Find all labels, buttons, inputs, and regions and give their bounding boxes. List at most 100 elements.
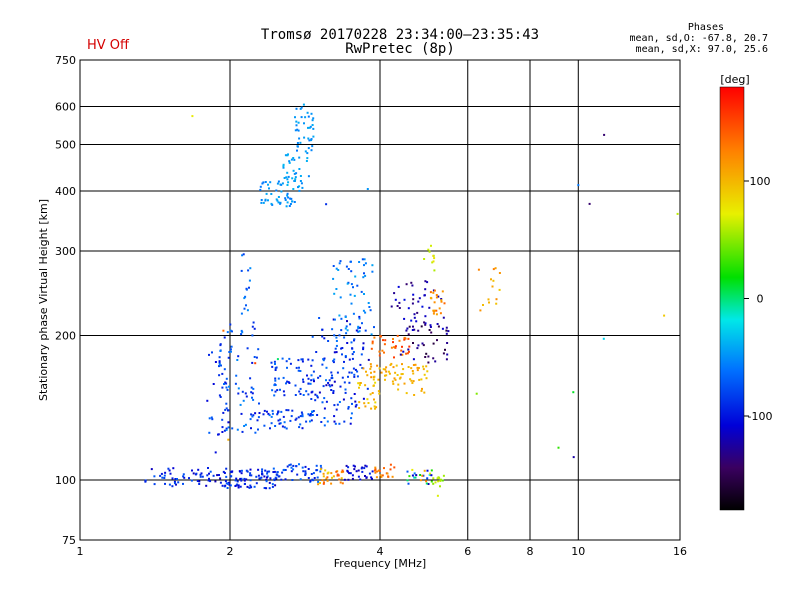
data-point <box>276 413 279 416</box>
data-point <box>270 415 273 418</box>
chart-subtitle: RwPretec (8p) <box>345 41 455 57</box>
data-point <box>425 377 428 380</box>
x-ticks: 1 2 4 6 8 10 16 <box>77 545 688 558</box>
data-point <box>281 357 284 360</box>
data-point <box>357 327 360 330</box>
data-point <box>399 353 402 356</box>
data-point <box>257 474 260 477</box>
data-point <box>396 305 399 307</box>
data-point <box>206 399 209 402</box>
data-point <box>294 178 297 181</box>
x-tick-label: 4 <box>377 545 384 558</box>
data-point <box>236 428 239 431</box>
data-point <box>332 318 335 321</box>
data-point <box>281 182 284 185</box>
data-point <box>413 394 416 396</box>
data-point <box>285 382 287 385</box>
data-point <box>144 479 147 482</box>
data-point <box>338 422 341 425</box>
data-point <box>275 198 278 201</box>
data-point <box>432 357 435 360</box>
data-point <box>302 380 305 383</box>
data-point <box>182 475 185 478</box>
data-point <box>308 414 311 417</box>
x-tick-label: 8 <box>527 545 534 558</box>
data-point <box>370 476 373 479</box>
data-point <box>384 378 386 381</box>
data-point <box>367 402 370 404</box>
data-point <box>312 378 315 381</box>
y-tick-label: 600 <box>55 101 76 114</box>
data-point <box>368 306 371 308</box>
data-point <box>350 397 353 400</box>
data-point <box>198 483 201 485</box>
data-point <box>207 479 210 482</box>
data-point <box>421 474 424 477</box>
data-point <box>284 199 287 201</box>
data-point <box>297 359 300 362</box>
data-point <box>364 329 367 332</box>
data-point <box>365 465 368 468</box>
data-point <box>445 358 448 361</box>
data-point <box>249 484 252 487</box>
data-point <box>286 194 289 197</box>
data-point <box>302 378 304 381</box>
data-point <box>577 184 580 187</box>
data-point <box>258 412 261 414</box>
data-point <box>323 481 325 484</box>
data-point <box>382 339 384 342</box>
data-point <box>350 341 353 344</box>
data-point <box>287 181 290 184</box>
data-point <box>385 370 388 373</box>
data-point <box>274 377 277 380</box>
data-point <box>316 414 319 416</box>
data-point <box>265 480 268 483</box>
data-point <box>498 288 501 291</box>
data-point <box>315 464 318 467</box>
data-point <box>406 479 409 482</box>
data-point <box>168 483 171 486</box>
data-point <box>343 420 346 423</box>
data-point <box>412 372 415 375</box>
data-point <box>218 356 221 359</box>
data-point <box>289 362 292 365</box>
data-point <box>312 370 315 373</box>
data-point <box>237 392 240 395</box>
data-point <box>492 279 495 282</box>
data-point <box>195 472 198 475</box>
data-point <box>358 330 361 333</box>
data-point <box>239 485 242 488</box>
data-point <box>338 262 341 265</box>
data-point <box>251 392 254 395</box>
data-point <box>433 257 436 260</box>
data-point <box>381 474 384 477</box>
data-point <box>361 258 364 261</box>
data-point <box>348 371 351 374</box>
data-point <box>351 474 354 477</box>
data-point <box>326 420 329 423</box>
data-point <box>370 347 373 350</box>
data-point <box>261 473 264 476</box>
data-point <box>373 375 376 378</box>
data-point <box>327 471 330 474</box>
data-point <box>222 329 225 332</box>
data-point <box>322 385 325 388</box>
data-point <box>286 192 289 195</box>
data-point <box>244 295 247 298</box>
data-point <box>445 329 448 332</box>
data-point <box>277 475 280 478</box>
data-point <box>237 355 240 358</box>
data-point <box>301 415 304 418</box>
data-point <box>430 474 433 477</box>
data-point <box>401 353 404 356</box>
data-point <box>295 120 298 123</box>
data-point <box>378 367 381 370</box>
data-point <box>298 156 301 159</box>
data-point <box>435 296 438 299</box>
data-point <box>346 282 349 285</box>
data-point <box>248 286 250 289</box>
data-point <box>258 477 261 480</box>
data-point <box>305 420 308 423</box>
data-point <box>294 176 297 179</box>
data-point <box>335 340 338 342</box>
